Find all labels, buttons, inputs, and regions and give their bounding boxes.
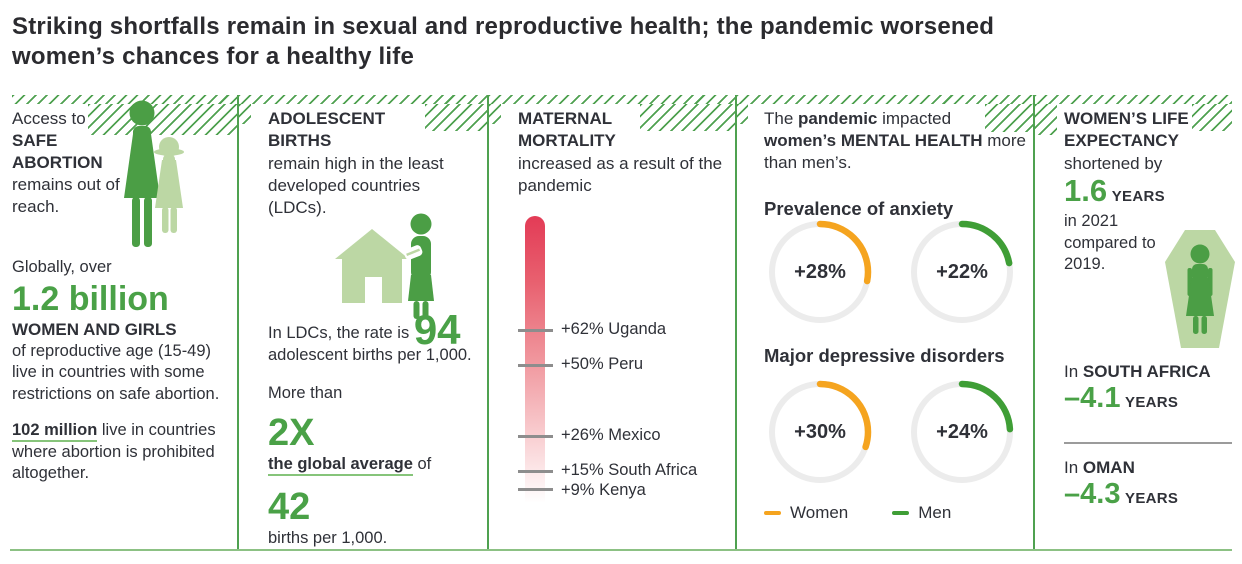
section-life-expectancy: WOMEN’S LIFE EXPECTANCY shortened by 1.6… xyxy=(1033,95,1235,549)
section-mental-health: The pandemic impacted women’s MENTAL HEA… xyxy=(735,95,1033,549)
hatch-decoration xyxy=(736,95,1033,104)
section-safe-abortion: Access to SAFE ABORTION remains out of r… xyxy=(10,95,237,549)
anxiety-men-value: +22% xyxy=(936,260,988,283)
anxiety-title: Prevalence of anxiety xyxy=(764,198,954,219)
hatch-decoration xyxy=(425,104,487,131)
donut-depression-men: +24% xyxy=(908,378,1016,486)
abortion-stat-text: 102 million live in countries where abor… xyxy=(12,421,216,482)
content-strip: Access to SAFE ABORTION remains out of r… xyxy=(10,95,1235,551)
hatch-decoration xyxy=(985,104,1033,132)
hatch-decoration xyxy=(1192,104,1232,131)
tick-mark xyxy=(518,364,553,367)
global-average-text: the global average of xyxy=(268,454,486,476)
donut-anxiety-women: +28% xyxy=(766,218,874,326)
donut-depression-women: +30% xyxy=(766,378,874,486)
section-heading: Access to SAFE ABORTION remains out of r… xyxy=(12,109,120,216)
tick-label-kenya: +9% Kenya xyxy=(561,481,646,499)
legend-men: Men xyxy=(892,503,951,523)
section-adolescent-births: ADOLESCENT BIRTHS remain high in the lea… xyxy=(237,95,487,549)
section-heading: ADOLESCENT BIRTHS xyxy=(268,109,386,150)
depression-women-value: +30% xyxy=(794,420,846,443)
hatch-decoration xyxy=(640,104,735,131)
section-heading: MATERNAL MORTALITY xyxy=(518,109,616,150)
hatch-decoration xyxy=(1035,104,1057,135)
hatch-decoration xyxy=(238,95,487,104)
intro-text: Globally, over xyxy=(12,258,112,276)
depression-men-value: +24% xyxy=(936,420,988,443)
page-title: Striking shortfalls remain in sexual and… xyxy=(12,12,1192,72)
hatch-decoration xyxy=(1034,95,1232,104)
legend-women: Women xyxy=(764,503,848,523)
stat-1-6: 1.6 xyxy=(1064,173,1108,208)
column-divider xyxy=(1033,95,1035,549)
title-line-2: women’s chances for a healthy life xyxy=(12,43,415,70)
house-and-caregiver-icon xyxy=(335,213,434,319)
south-africa-label: In SOUTH AFRICA xyxy=(1064,362,1211,381)
hatch-decoration xyxy=(489,104,501,124)
woman-and-girl-icon xyxy=(124,100,184,247)
hatch-decoration xyxy=(12,95,237,104)
depression-title: Major depressive disorders xyxy=(764,345,1005,366)
anxiety-women-value: +28% xyxy=(794,260,846,283)
stat-2x: 2X xyxy=(268,412,315,454)
adolescent-stats: In LDCs, the rate is 94 adolescent birth… xyxy=(268,306,486,549)
births-per-1000-label: births per 1,000. xyxy=(268,528,388,547)
tick-label-peru: +50% Peru xyxy=(561,355,644,373)
divider-line xyxy=(1064,442,1232,444)
column-divider xyxy=(735,95,737,549)
column-divider xyxy=(487,95,489,549)
oman-stat: –4.3 YEARS xyxy=(1064,478,1179,510)
donut-anxiety-men: +22% xyxy=(908,218,1016,326)
column-divider xyxy=(237,95,239,549)
stat-1-2-billion: 1.2 billion xyxy=(12,279,169,318)
section-heading: WOMEN’S LIFE EXPECTANCY xyxy=(1064,109,1189,150)
women-and-girls-label: WOMEN AND GIRLS xyxy=(12,319,177,339)
shortened-by-label: shortened by xyxy=(1064,154,1163,173)
oman-label: In OMAN xyxy=(1064,458,1135,477)
hatch-decoration xyxy=(488,95,735,104)
tick-label-uganda: +62% Uganda xyxy=(561,320,667,338)
tick-mark xyxy=(518,470,553,473)
tick-label-mexico: +26% Mexico xyxy=(561,426,661,444)
women-swatch-icon xyxy=(764,510,781,516)
hatch-decoration xyxy=(737,104,748,124)
tick-mark xyxy=(518,329,553,332)
section-maternal-mortality: MATERNAL MORTALITY increased as a result… xyxy=(487,95,735,549)
title-line-1: Striking shortfalls remain in sexual and… xyxy=(12,13,995,40)
tick-label-south-africa: +15% South Africa xyxy=(561,461,698,479)
hatch-decoration xyxy=(239,104,251,124)
more-than-label: More than xyxy=(268,383,343,402)
tick-mark xyxy=(518,435,553,438)
coffin-woman-icon xyxy=(1165,230,1235,348)
hatch-decoration xyxy=(88,104,237,135)
context-text: in 2021 compared to 2019. xyxy=(1064,212,1156,273)
section-subheading: remain high in the least developed count… xyxy=(268,154,444,217)
stat-42: 42 xyxy=(268,485,311,528)
legend: Women Men xyxy=(764,503,951,523)
men-swatch-icon xyxy=(892,510,910,516)
abortion-body-text: of reproductive age (15-49) live in coun… xyxy=(12,341,220,403)
tick-mark xyxy=(518,488,553,491)
rate-text: In LDCs, the rate is 94 adolescent birth… xyxy=(268,306,472,365)
global-years-stat: 1.6 YEARS xyxy=(1064,173,1165,208)
south-africa-stat: –4.1 YEARS xyxy=(1064,382,1179,414)
section-subheading: increased as a result of the pandemic xyxy=(518,154,723,195)
abortion-stats: Globally, over 1.2 billion WOMEN AND GIR… xyxy=(12,257,220,485)
section-heading: The pandemic impacted women’s MENTAL HEA… xyxy=(764,109,1026,172)
stat-94: 94 xyxy=(413,306,461,353)
